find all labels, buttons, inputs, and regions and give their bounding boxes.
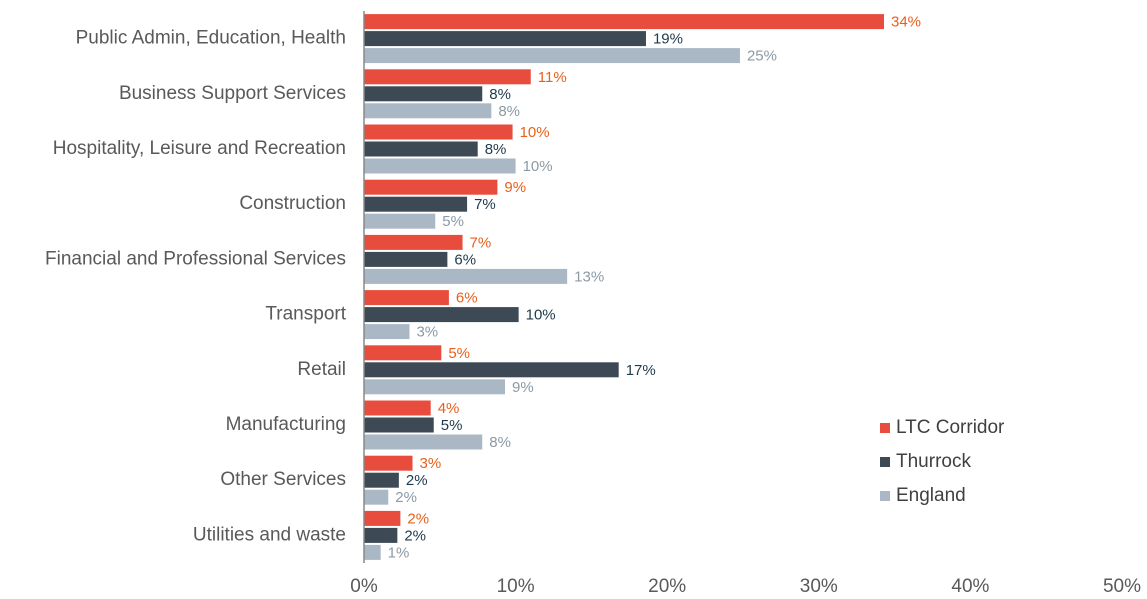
category-label: Retail	[297, 359, 346, 380]
bar	[364, 179, 498, 195]
bar	[364, 400, 431, 416]
value-label: 10%	[523, 158, 553, 175]
bar	[364, 417, 434, 433]
value-label: 4%	[438, 400, 460, 417]
legend-swatch	[880, 457, 890, 467]
legend-swatch	[880, 423, 890, 433]
category-label: Business Support Services	[119, 83, 346, 104]
x-tick-label: 10%	[497, 576, 535, 597]
value-label: 2%	[395, 489, 417, 506]
value-label: 1%	[388, 544, 410, 561]
category-label: Manufacturing	[226, 414, 346, 435]
bar	[364, 510, 401, 526]
category-label: Hospitality, Leisure and Recreation	[53, 138, 346, 159]
bar	[364, 345, 442, 361]
bar	[364, 69, 531, 85]
value-label: 5%	[441, 417, 463, 434]
value-label: 5%	[448, 345, 470, 362]
bar	[364, 141, 478, 157]
bar	[364, 455, 413, 471]
legend-swatch	[880, 491, 890, 501]
bar	[364, 379, 505, 395]
value-label: 3%	[416, 324, 438, 341]
value-label: 8%	[498, 103, 520, 120]
value-label: 5%	[442, 213, 464, 230]
value-label: 8%	[489, 86, 511, 103]
value-label: 2%	[404, 527, 426, 544]
legend-label: Thurrock	[896, 451, 971, 472]
value-label: 2%	[407, 510, 429, 527]
bar	[364, 196, 468, 212]
bar	[364, 31, 646, 47]
legend-label: LTC Corridor	[896, 417, 1005, 438]
bar	[364, 158, 516, 174]
value-label: 25%	[747, 48, 777, 65]
bar	[364, 234, 463, 250]
legend-label: England	[896, 485, 966, 506]
bar	[364, 124, 513, 140]
category-label: Public Admin, Education, Health	[76, 28, 346, 49]
bar	[364, 489, 389, 505]
bar	[364, 48, 740, 64]
x-tick-label: 40%	[951, 576, 989, 597]
bar	[364, 268, 568, 284]
bar	[364, 324, 410, 340]
value-label: 13%	[574, 268, 604, 285]
bar	[364, 544, 381, 560]
category-label: Construction	[239, 193, 346, 214]
value-label: 9%	[504, 179, 526, 196]
value-label: 6%	[456, 290, 478, 307]
category-label: Utilities and waste	[193, 524, 346, 545]
bar	[364, 290, 449, 306]
bar	[364, 103, 492, 119]
value-label: 10%	[526, 307, 556, 324]
value-label: 7%	[470, 234, 492, 251]
value-label: 11%	[538, 69, 567, 86]
category-label: Financial and Professional Services	[45, 248, 346, 269]
bar	[364, 251, 448, 267]
value-label: 17%	[626, 362, 656, 379]
bar	[364, 362, 619, 378]
bar	[364, 434, 483, 450]
x-tick-label: 30%	[800, 576, 838, 597]
bar	[364, 14, 884, 30]
bar	[364, 307, 519, 323]
value-label: 8%	[485, 141, 507, 158]
value-label: 34%	[891, 14, 921, 31]
value-label: 9%	[512, 379, 534, 396]
bar	[364, 527, 398, 543]
value-label: 7%	[474, 196, 496, 213]
value-label: 10%	[520, 124, 550, 141]
x-tick-label: 20%	[648, 576, 686, 597]
bar	[364, 472, 399, 488]
bar	[364, 86, 483, 102]
value-label: 2%	[406, 472, 428, 489]
value-label: 3%	[420, 455, 442, 472]
value-label: 19%	[653, 31, 683, 48]
x-tick-label: 0%	[350, 576, 378, 597]
value-label: 8%	[489, 434, 511, 451]
bar	[364, 213, 436, 229]
value-label: 6%	[454, 251, 476, 268]
category-label: Transport	[265, 304, 346, 325]
x-tick-label: 50%	[1103, 576, 1141, 597]
category-label: Other Services	[220, 469, 346, 490]
